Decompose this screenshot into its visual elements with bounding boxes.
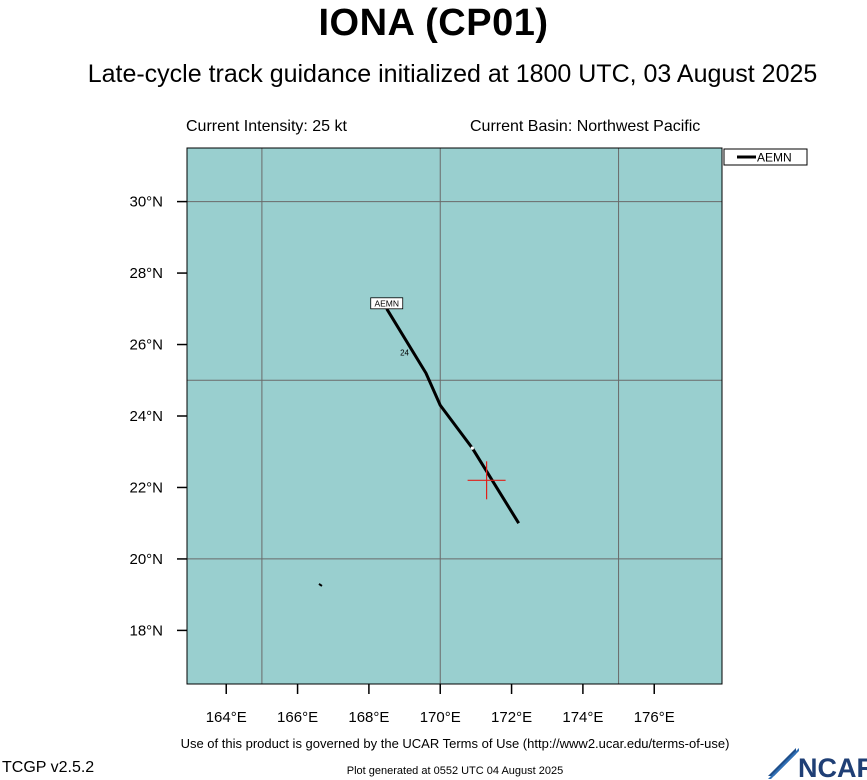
legend-box (723, 148, 808, 166)
lon-tick-label: 176°E (634, 709, 675, 726)
lon-tick-label: 164°E (206, 709, 247, 726)
lat-tick-label: 26°N (129, 337, 163, 354)
forecast-hour-label: 24 (400, 348, 409, 357)
track-gap-marker (470, 446, 474, 450)
map-frame (186, 147, 723, 685)
graticule (187, 148, 722, 684)
legend: AEMN (723, 148, 808, 166)
current-intensity: Current Intensity: 25 kt (186, 118, 347, 135)
lon-tick-label: 174°E (562, 709, 603, 726)
lat-tick-label: 28°N (129, 265, 163, 282)
ncar-logo-text: NCAR (798, 753, 867, 780)
lon-tick-label: 166°E (277, 709, 318, 726)
legend-label-aemn: AEMN (757, 151, 792, 165)
island (318, 583, 323, 587)
terms-of-use: Use of this product is governed by the U… (180, 736, 730, 751)
lat-tick-label: 30°N (129, 194, 163, 211)
version-label: TCGP v2.5.2 (2, 759, 95, 776)
lat-tick-label: 20°N (129, 551, 163, 568)
track-line-aemn (385, 308, 520, 524)
lon-tick-label: 170°E (420, 709, 461, 726)
map-title: IONA (CP01) (318, 2, 549, 44)
track-end-label-box (370, 297, 404, 310)
lon-tick-label: 172°E (491, 709, 532, 726)
lon-tick-label: 168°E (348, 709, 389, 726)
generation-time: Plot generated at 0552 UTC 04 August 202… (346, 765, 564, 777)
lat-tick-label: 22°N (129, 479, 163, 496)
lat-tick-label: 24°N (129, 408, 163, 425)
track-end-label: AEMN (374, 298, 399, 308)
ncar-logo: NCAR (768, 748, 867, 780)
current-basin: Current Basin: Northwest Pacific (470, 118, 701, 135)
map-subtitle: Late-cycle track guidance initialized at… (87, 60, 818, 88)
lat-tick-label: 18°N (129, 622, 163, 639)
track-layer: 24 AEMN (318, 297, 520, 587)
axis-ticks: 164°E 166°E 168°E 170°E 172°E 174°E 176°E 18°N 2… (129, 194, 674, 726)
ocean-area (187, 148, 722, 684)
